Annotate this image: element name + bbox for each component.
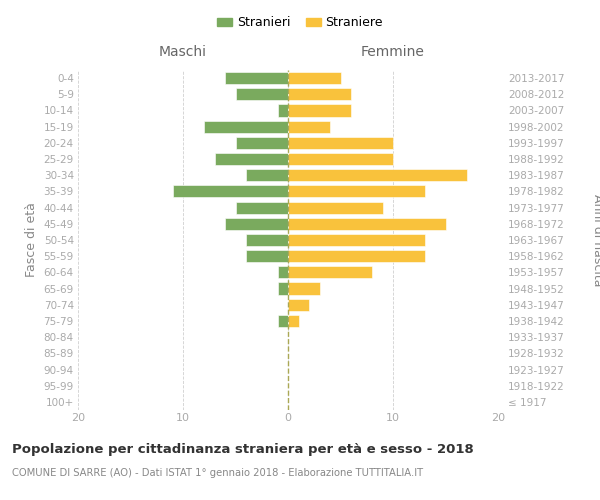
Bar: [288, 282, 320, 294]
Bar: [288, 153, 393, 165]
Bar: [235, 202, 288, 213]
Y-axis label: Fasce di età: Fasce di età: [25, 202, 38, 278]
Bar: [277, 104, 288, 117]
Bar: [288, 218, 445, 230]
Bar: [235, 137, 288, 149]
Bar: [288, 120, 330, 132]
Text: Femmine: Femmine: [361, 44, 425, 59]
Bar: [246, 250, 288, 262]
Bar: [288, 234, 425, 246]
Bar: [288, 137, 393, 149]
Bar: [246, 169, 288, 181]
Bar: [288, 315, 299, 327]
Bar: [288, 104, 351, 117]
Bar: [235, 88, 288, 101]
Bar: [246, 234, 288, 246]
Bar: [288, 202, 383, 213]
Bar: [277, 282, 288, 294]
Text: Maschi: Maschi: [159, 44, 207, 59]
Legend: Stranieri, Straniere: Stranieri, Straniere: [212, 11, 388, 34]
Text: Popolazione per cittadinanza straniera per età e sesso - 2018: Popolazione per cittadinanza straniera p…: [12, 442, 474, 456]
Bar: [288, 169, 467, 181]
Text: Anni di nascita: Anni di nascita: [590, 194, 600, 286]
Bar: [277, 266, 288, 278]
Text: COMUNE DI SARRE (AO) - Dati ISTAT 1° gennaio 2018 - Elaborazione TUTTITALIA.IT: COMUNE DI SARRE (AO) - Dati ISTAT 1° gen…: [12, 468, 423, 477]
Bar: [288, 298, 309, 311]
Bar: [288, 88, 351, 101]
Bar: [288, 186, 425, 198]
Bar: [225, 72, 288, 84]
Bar: [277, 315, 288, 327]
Bar: [215, 153, 288, 165]
Bar: [288, 72, 341, 84]
Bar: [173, 186, 288, 198]
Bar: [225, 218, 288, 230]
Bar: [288, 266, 372, 278]
Bar: [204, 120, 288, 132]
Bar: [288, 250, 425, 262]
